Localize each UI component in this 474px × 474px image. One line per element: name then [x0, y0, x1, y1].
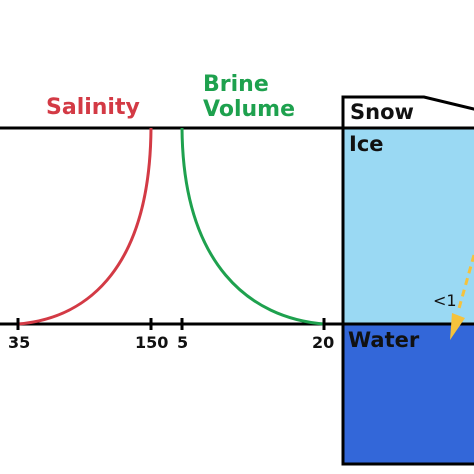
water-layer [341, 322, 474, 466]
tick-label-150: 150 [135, 333, 169, 352]
tick-label-35: 35 [8, 333, 31, 352]
salinity-title: Salinity [46, 95, 140, 120]
brine-title-line1: Brine [203, 72, 269, 97]
transmitted-light-arrow [450, 254, 474, 340]
brine-volume-title: Brine Volume [203, 72, 295, 122]
snow-label: Snow [350, 100, 414, 124]
snow-layer [341, 95, 474, 130]
ice-layer [341, 126, 474, 326]
water-label: Water [348, 328, 420, 352]
tick-label-5: 5 [177, 333, 189, 352]
brine-title-line2: Volume [203, 97, 295, 122]
tick-label-20: 20 [312, 333, 335, 352]
brine-volume-curve [180, 127, 325, 326]
salinity-curve [17, 127, 153, 326]
transmission-label: <1 [433, 291, 457, 310]
ice-label: Ice [349, 132, 384, 156]
